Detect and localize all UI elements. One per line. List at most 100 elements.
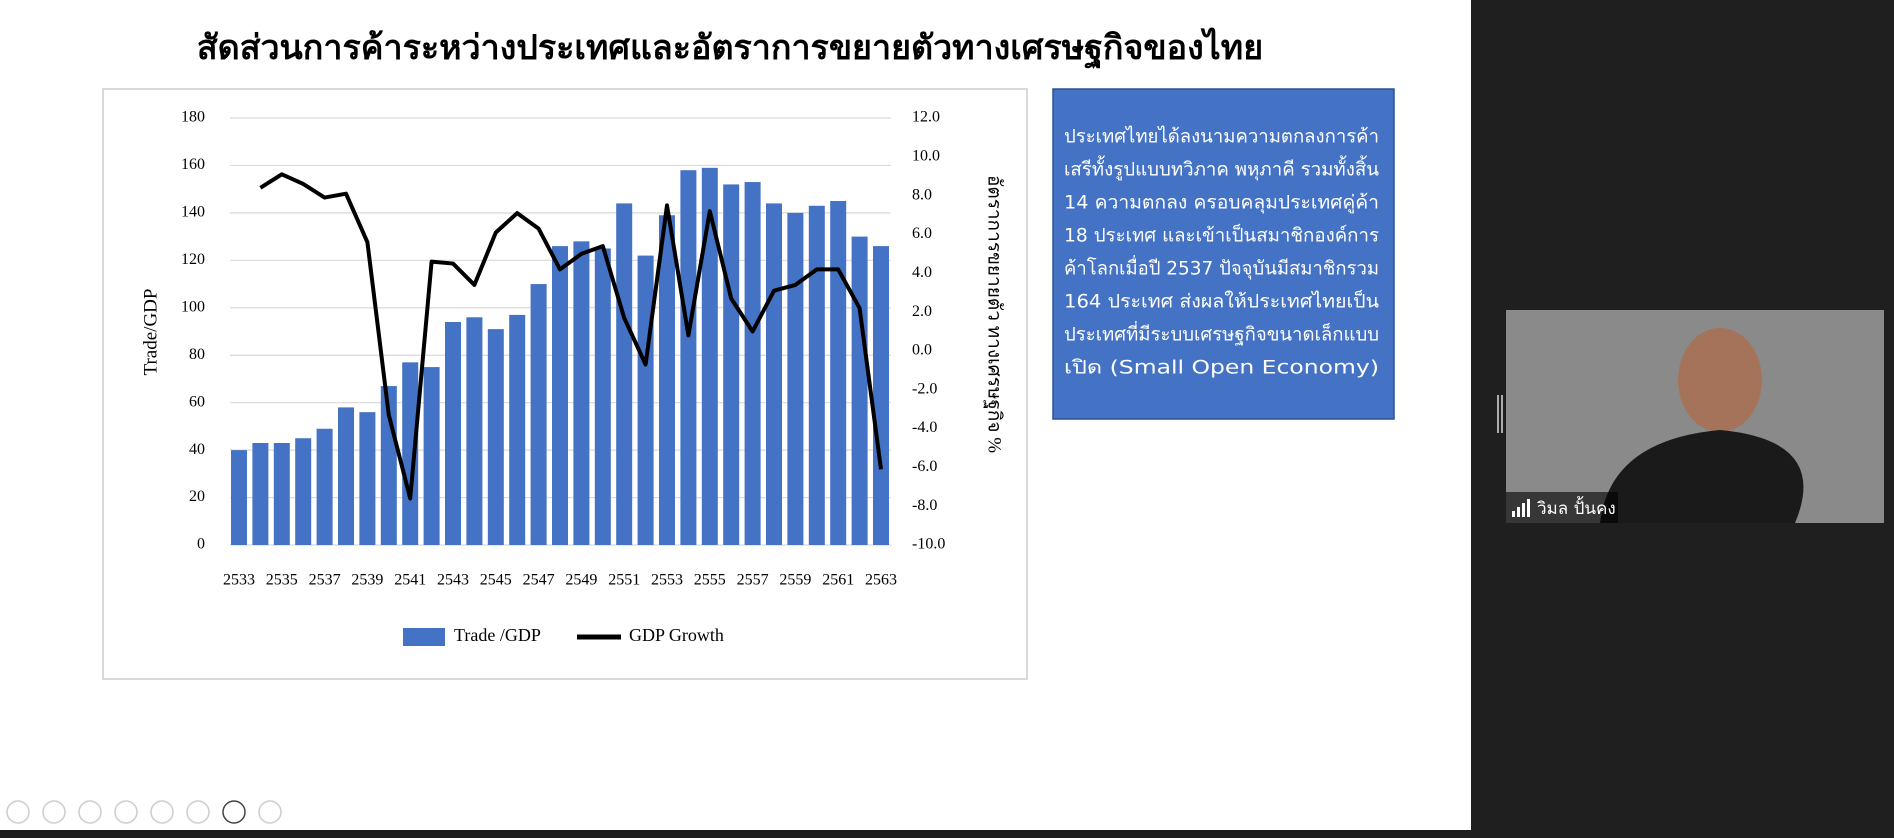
text-box-line: 164 ประเทศ ส่งผลให้ประเทศไทยเป็น	[1064, 289, 1379, 313]
bar	[659, 215, 675, 545]
y2-tick-label: 12.0	[912, 109, 940, 126]
bar	[316, 428, 333, 545]
bar	[466, 317, 483, 545]
line	[259, 172, 883, 501]
signal-bar	[1512, 511, 1515, 517]
signal-bar	[1527, 499, 1530, 517]
bar	[637, 255, 654, 546]
pen-button[interactable]	[78, 800, 102, 824]
bar	[680, 170, 697, 545]
text-box-line: ประเทศไทยได้ลงนามความตกลงการค้า	[1064, 126, 1379, 148]
x-tick-label: 2559	[779, 572, 811, 589]
y2-axis-label: อัตราการขยายตัว ทางเศรษฐกิจ %	[984, 175, 1005, 453]
x-tick-label: 2535	[266, 572, 298, 589]
y-tick-label: 0	[197, 536, 205, 553]
y-tick-label: 180	[181, 109, 205, 126]
splitter	[1497, 395, 1499, 433]
legend-label: GDP Growth	[629, 625, 724, 645]
legend-swatch	[403, 628, 445, 646]
bar	[402, 362, 419, 545]
x-tick-label: 2543	[437, 572, 469, 589]
bar	[423, 367, 440, 545]
x-tick-label: 2545	[480, 572, 512, 589]
y-tick-label: 60	[189, 393, 205, 410]
bar	[830, 201, 847, 545]
bar	[487, 329, 504, 545]
y-axis-label: Trade/GDP	[140, 289, 161, 376]
x-tick-label: 2547	[523, 572, 555, 589]
text-box-line: ค้าโลกเมื่อปี 2537 ปัจจุบันมีสมาชิกรวม	[1064, 255, 1379, 281]
bar	[252, 442, 269, 545]
text-box-line: ประเทศที่มีระบบเศรษฐกิจขนาดเล็กแบบ	[1064, 321, 1379, 346]
x-tick-label: 2549	[565, 572, 597, 589]
x-tick-label: 2533	[223, 572, 255, 589]
text-box-line: 14 ความตกลง ครอบคลุมประเทศคู่ค้า	[1064, 192, 1379, 215]
more-button[interactable]	[258, 800, 282, 824]
bar	[273, 442, 290, 545]
bar	[616, 203, 633, 545]
next-button[interactable]	[42, 800, 66, 824]
participant-body	[1600, 430, 1804, 523]
y2-tick-label: -10.0	[912, 536, 945, 553]
y-tick-label: 20	[189, 488, 205, 505]
bar	[573, 241, 590, 545]
y-tick-label: 40	[189, 441, 205, 458]
bar	[701, 167, 718, 546]
bar	[445, 322, 461, 545]
y2-tick-label: 0.0	[912, 342, 932, 359]
bar	[766, 203, 782, 545]
splitter	[1501, 395, 1503, 433]
y-tick-label: 160	[181, 156, 205, 173]
x-tick-label: 2539	[351, 572, 383, 589]
y2-tick-label: 10.0	[912, 147, 940, 164]
bar	[723, 184, 740, 545]
slides-button[interactable]	[114, 800, 138, 824]
x-tick-label: 2551	[608, 572, 640, 589]
x-tick-label: 2563	[865, 572, 897, 589]
prev-button[interactable]	[6, 800, 30, 824]
y2-tick-label: -4.0	[912, 419, 937, 436]
bar	[530, 284, 547, 545]
y2-tick-label: 6.0	[912, 225, 932, 242]
subtitle-button[interactable]	[186, 800, 210, 824]
camera-button[interactable]	[222, 800, 246, 824]
participant-face	[1678, 328, 1762, 432]
signal-bar	[1522, 503, 1525, 517]
bar	[295, 438, 312, 545]
y2-tick-label: -8.0	[912, 497, 937, 514]
text-box-line: เปิด (Small Open Economy)	[1064, 357, 1379, 379]
bar	[808, 205, 825, 545]
bar	[359, 412, 376, 545]
bar	[873, 246, 889, 545]
y-tick-label: 100	[181, 298, 205, 315]
y-tick-label: 140	[181, 204, 205, 221]
y2-tick-label: -6.0	[912, 458, 937, 475]
bar	[338, 407, 354, 545]
bar	[851, 236, 868, 545]
zoom-button[interactable]	[150, 800, 174, 824]
text-box-line: 18 ประเทศ และเข้าเป็นสมาชิกองค์การ	[1064, 223, 1379, 247]
y-tick-label: 80	[189, 346, 205, 363]
x-tick-label: 2557	[737, 572, 769, 589]
text-box	[1052, 88, 1395, 420]
y2-tick-label: -2.0	[912, 380, 937, 397]
x-tick-label: 2561	[822, 572, 854, 589]
x-tick-label: 2555	[694, 572, 726, 589]
bar	[594, 248, 611, 545]
y2-tick-label: 8.0	[912, 186, 932, 203]
y-tick-label: 120	[181, 251, 205, 268]
participant-name: วิมล ปั้นคง	[1537, 496, 1616, 519]
toolbar	[6, 800, 282, 824]
text-box-line: เสรีทั้งรูปแบบทวิภาค พหุภาคี รวมทั้งสิ้น	[1064, 156, 1379, 182]
y2-tick-label: 2.0	[912, 303, 932, 320]
x-tick-label: 2537	[309, 572, 341, 589]
signal-bar	[1517, 507, 1520, 517]
bar	[744, 182, 761, 546]
legend-label: Trade /GDP	[454, 625, 541, 645]
bar	[787, 212, 804, 545]
y2-tick-label: 4.0	[912, 264, 932, 281]
x-tick-label: 2541	[394, 572, 426, 589]
bar	[231, 450, 247, 545]
